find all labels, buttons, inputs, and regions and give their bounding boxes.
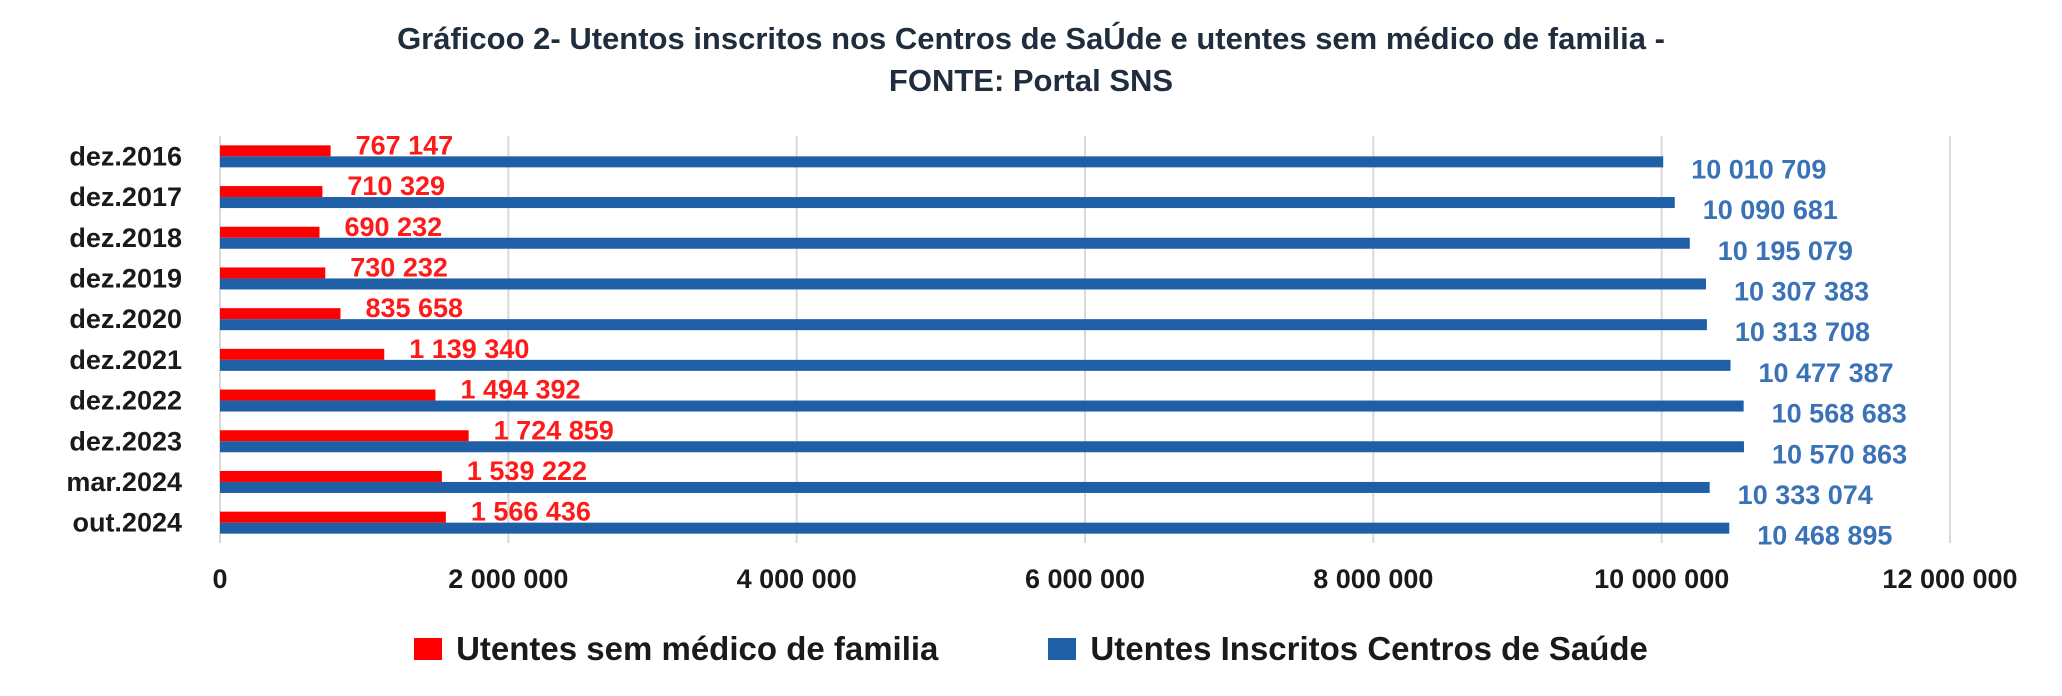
bar-inscritos (220, 237, 1690, 249)
data-label-sem-medico: 710 329 (347, 171, 445, 201)
bar-sem-medico (220, 226, 320, 238)
data-label-inscritos: 10 568 683 (1772, 399, 1907, 429)
category-label: dez.2018 (69, 223, 182, 253)
data-label-sem-medico: 1 139 340 (409, 334, 529, 364)
bar-inscritos (220, 359, 1731, 371)
x-tick-label: 6 000 000 (1025, 564, 1145, 594)
bar-inscritos (220, 400, 1744, 412)
category-label: dez.2020 (69, 304, 182, 334)
data-label-inscritos: 10 468 895 (1757, 521, 1892, 551)
bar-inscritos (220, 522, 1730, 534)
category-label: dez.2022 (69, 386, 182, 416)
bar-sem-medico (220, 145, 331, 157)
x-axis-tick-labels: 0 2 000 000 4 000 000 6 000 000 8 000 000 10 … (212, 564, 2017, 594)
bar-sem-medico (220, 348, 385, 360)
x-tick-label: 8 000 000 (1313, 564, 1433, 594)
legend-swatch-red (414, 638, 443, 660)
legend: Utentes sem médico de familia Utentes In… (0, 630, 2062, 668)
x-tick-label: 10 000 000 (1594, 564, 1729, 594)
bar-inscritos (220, 197, 1675, 209)
bar-sem-medico (220, 308, 341, 320)
bar-sem-medico (220, 267, 326, 279)
data-label-sem-medico: 1 539 222 (467, 456, 587, 486)
category-label: dez.2017 (69, 182, 182, 212)
bar-sem-medico (220, 511, 446, 523)
data-label-sem-medico: 835 658 (365, 293, 463, 323)
data-label-inscritos: 10 010 709 (1691, 154, 1826, 184)
bar-sem-medico (220, 389, 436, 401)
category-label: dez.2016 (69, 141, 182, 171)
data-label-sem-medico: 1 724 859 (494, 415, 614, 445)
legend-item-blue: Utentes Inscritos Centros de Saúde (1048, 630, 1648, 668)
bar-inscritos (220, 156, 1664, 168)
legend-item-red: Utentes sem médico de familia (414, 630, 938, 668)
bars (220, 145, 1744, 534)
data-label-inscritos: 10 333 074 (1738, 480, 1873, 510)
data-label-sem-medico: 730 232 (350, 252, 448, 282)
bar-inscritos (220, 278, 1706, 290)
data-labels: 767 147 10 010 709 710 329 10 090 681 690 23… (345, 130, 1908, 550)
data-label-inscritos: 10 570 863 (1772, 439, 1907, 469)
x-tick-label: 0 (212, 564, 227, 594)
x-tick-label: 2 000 000 (448, 564, 568, 594)
data-label-inscritos: 10 090 681 (1703, 195, 1838, 225)
bar-sem-medico (220, 430, 469, 442)
data-label-sem-medico: 690 232 (345, 212, 443, 242)
category-label: dez.2019 (69, 263, 182, 293)
chart-title-line1: Gráficoo 2- Utentos inscritos nos Centro… (397, 21, 1665, 56)
data-label-sem-medico: 1 566 436 (471, 497, 591, 527)
chart-title: Gráficoo 2- Utentos inscritos nos Centro… (0, 18, 2062, 102)
chart-title-line2: FONTE: Portal SNS (888, 63, 1174, 98)
data-label-inscritos: 10 307 383 (1734, 276, 1869, 306)
bar-inscritos (220, 481, 1710, 493)
category-label: dez.2021 (69, 345, 182, 375)
category-label: mar.2024 (66, 467, 182, 497)
legend-swatch-blue (1048, 638, 1077, 660)
data-label-inscritos: 10 477 387 (1758, 358, 1893, 388)
x-tick-label: 12 000 000 (1882, 564, 2017, 594)
data-label-sem-medico: 767 147 (356, 130, 454, 160)
bar-sem-medico (220, 186, 323, 198)
category-label: out.2024 (72, 508, 182, 538)
category-label: dez.2023 (69, 426, 182, 456)
bar-sem-medico (220, 470, 442, 482)
data-label-sem-medico: 1 494 392 (460, 375, 580, 405)
legend-label-blue: Utentes Inscritos Centros de Saúde (1090, 630, 1648, 667)
data-label-inscritos: 10 195 079 (1718, 236, 1853, 266)
bar-inscritos (220, 319, 1707, 331)
x-tick-label: 4 000 000 (737, 564, 857, 594)
bar-inscritos (220, 441, 1744, 453)
category-labels: dez.2016 dez.2017 dez.2018 dez.2019 dez.2020… (66, 141, 182, 537)
legend-label-red: Utentes sem médico de familia (456, 630, 939, 667)
data-label-inscritos: 10 313 708 (1735, 317, 1870, 347)
